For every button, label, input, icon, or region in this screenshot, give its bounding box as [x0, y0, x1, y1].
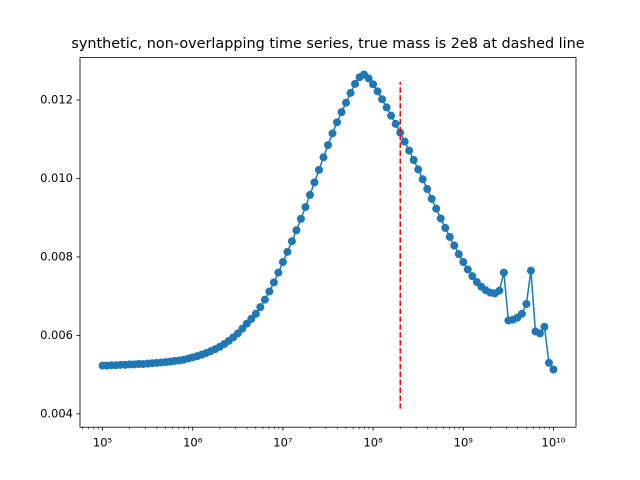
- data-line: [102, 73, 555, 370]
- data-point: [333, 118, 342, 127]
- data-point: [278, 258, 287, 267]
- data-point: [369, 80, 378, 89]
- data-point: [432, 204, 441, 213]
- data-point: [454, 250, 463, 259]
- data-point: [269, 278, 278, 287]
- data-point: [251, 309, 260, 318]
- data-point: [314, 165, 323, 174]
- plot-frame: [79, 57, 577, 428]
- data-point: [517, 309, 526, 318]
- data-point: [287, 237, 296, 246]
- data-point: [499, 268, 508, 277]
- data-point: [292, 226, 301, 235]
- data-point: [283, 247, 292, 256]
- data-point: [323, 141, 332, 150]
- data-point: [441, 223, 450, 232]
- data-point: [310, 178, 319, 187]
- data-point: [468, 272, 477, 281]
- data-point: [351, 79, 360, 88]
- data-point: [436, 214, 445, 223]
- data-point: [450, 241, 459, 250]
- data-point: [305, 190, 314, 199]
- data-point: [387, 111, 396, 120]
- x-tick-label: 10¹⁰: [542, 436, 566, 450]
- data-point: [522, 300, 531, 308]
- data-point: [409, 156, 418, 165]
- data-point: [423, 185, 432, 194]
- data-point: [373, 87, 382, 96]
- x-tick-label: 10⁶: [183, 436, 203, 450]
- data-point: [544, 358, 553, 367]
- data-point: [427, 194, 436, 203]
- data-point: [396, 128, 405, 137]
- data-point: [414, 165, 423, 174]
- y-tick-label: 0.010: [40, 171, 73, 185]
- y-tick-label: 0.012: [40, 92, 73, 106]
- x-tick-label: 10⁸: [363, 436, 383, 450]
- y-tick-label: 0.006: [40, 328, 73, 342]
- data-point: [296, 214, 305, 223]
- data-point: [364, 74, 373, 83]
- data-point: [265, 287, 274, 296]
- chart-title: synthetic, non-overlapping time series, …: [71, 36, 584, 52]
- data-point: [526, 266, 535, 275]
- x-tick-label: 10⁹: [454, 436, 474, 450]
- x-tick-label: 10⁵: [93, 436, 113, 450]
- data-point: [535, 329, 544, 338]
- data-point: [459, 258, 468, 267]
- data-point: [382, 103, 391, 112]
- data-point: [346, 88, 355, 97]
- data-point: [418, 175, 427, 184]
- data-point: [495, 286, 504, 295]
- y-tick-label: 0.008: [40, 249, 73, 263]
- data-point: [274, 268, 283, 277]
- data-point: [549, 365, 558, 374]
- data-point: [445, 232, 454, 241]
- data-point: [328, 129, 337, 138]
- data-point: [378, 95, 387, 104]
- data-point: [319, 153, 328, 162]
- data-point: [337, 108, 346, 117]
- y-tick-label: 0.004: [40, 406, 73, 420]
- data-point: [400, 137, 409, 146]
- data-point: [301, 203, 310, 212]
- data-point: [391, 119, 400, 128]
- data-point: [260, 295, 269, 304]
- data-point: [256, 303, 265, 312]
- x-tick-label: 10⁷: [273, 436, 293, 450]
- data-point: [463, 265, 472, 274]
- data-point: [405, 146, 414, 155]
- data-point: [540, 322, 549, 331]
- data-point: [342, 98, 351, 107]
